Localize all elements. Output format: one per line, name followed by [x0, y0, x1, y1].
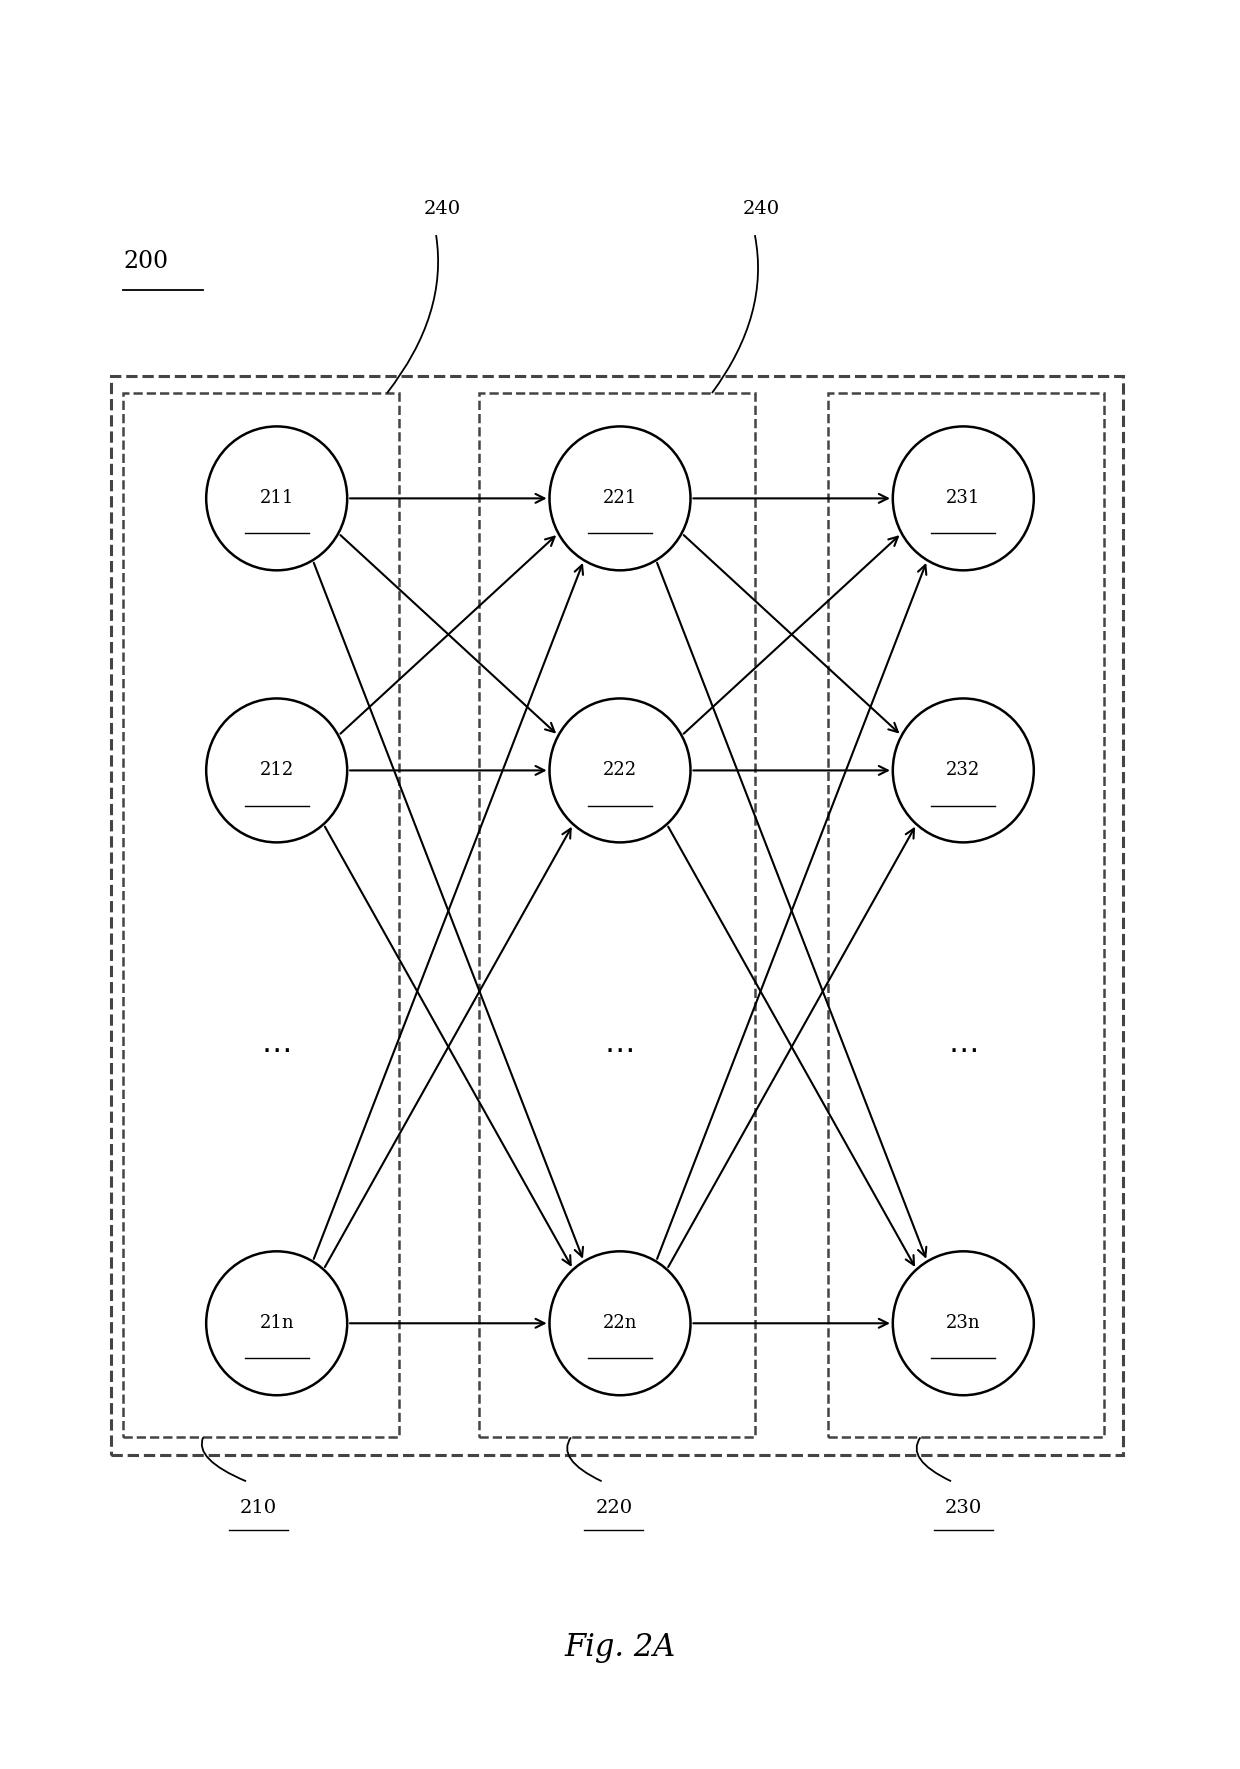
Ellipse shape: [206, 426, 347, 570]
Ellipse shape: [549, 426, 691, 570]
Bar: [479, 393, 755, 1438]
Text: 210: 210: [239, 1498, 277, 1516]
Text: 212: 212: [259, 761, 294, 780]
Ellipse shape: [893, 699, 1034, 842]
Text: 221: 221: [603, 490, 637, 508]
Text: 21n: 21n: [259, 1314, 294, 1332]
Text: 240: 240: [424, 200, 461, 218]
Text: 222: 222: [603, 761, 637, 780]
Text: 22n: 22n: [603, 1314, 637, 1332]
Text: 200: 200: [124, 249, 169, 272]
Text: 232: 232: [946, 761, 981, 780]
Text: 230: 230: [945, 1498, 982, 1516]
Text: 220: 220: [595, 1498, 632, 1516]
Text: 240: 240: [743, 200, 780, 218]
Ellipse shape: [893, 1251, 1034, 1396]
Text: ⋯: ⋯: [605, 1037, 635, 1065]
Bar: [828, 393, 1105, 1438]
Text: 23n: 23n: [946, 1314, 981, 1332]
Bar: [124, 393, 399, 1438]
Text: 231: 231: [946, 490, 981, 508]
Bar: [112, 375, 1122, 1454]
Text: Fig. 2A: Fig. 2A: [564, 1633, 676, 1663]
Ellipse shape: [893, 426, 1034, 570]
Ellipse shape: [549, 1251, 691, 1396]
Text: ⋯: ⋯: [949, 1037, 978, 1065]
Ellipse shape: [549, 699, 691, 842]
Ellipse shape: [206, 699, 347, 842]
Ellipse shape: [206, 1251, 347, 1396]
Text: ⋯: ⋯: [262, 1037, 291, 1065]
Text: 211: 211: [259, 490, 294, 508]
